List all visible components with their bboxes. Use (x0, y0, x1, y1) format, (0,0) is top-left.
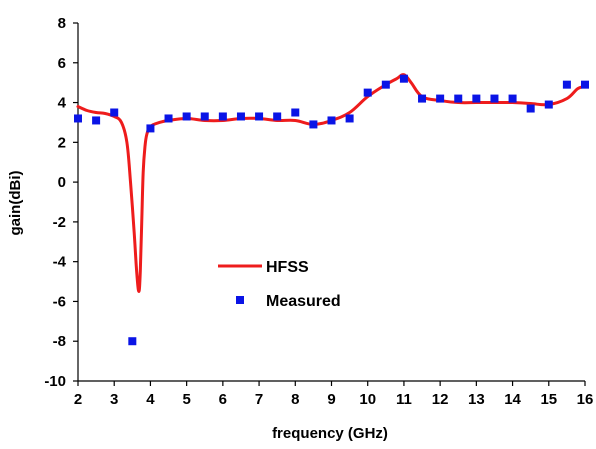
legend-measured-label: Measured (266, 293, 341, 310)
y-tick-label: -10 (44, 373, 66, 390)
measured-data-point (92, 116, 101, 125)
legend: HFSS Measured (218, 259, 341, 310)
measured-data-point (164, 114, 173, 123)
measured-data-point (200, 112, 209, 121)
axes-layer: -10 -8 -6 -4 -2 0 2 4 6 8 2 3 4 5 6 7 8 9 10 11 12 13 14 15 16 (44, 15, 593, 408)
x-tick-label: 5 (182, 391, 190, 408)
legend-hfss-label: HFSS (266, 259, 309, 276)
measured-data-point (418, 94, 427, 103)
measured-data-point (490, 94, 499, 103)
measured-data-point (436, 94, 445, 103)
measured-data-point (544, 100, 553, 109)
measured-data-point (581, 80, 589, 89)
measured-data-point (454, 94, 463, 103)
measured-data-point (363, 88, 372, 97)
y-tick-label: -6 (53, 293, 66, 310)
x-tick-label: 15 (540, 391, 557, 408)
measured-data-point (327, 116, 336, 125)
x-tick-label: 12 (432, 391, 449, 408)
hfss-series-line (76, 73, 587, 293)
x-tick-label: 2 (74, 391, 82, 408)
x-tick-label: 9 (327, 391, 335, 408)
x-axis-title: frequency (GHz) (272, 425, 388, 442)
x-tick-label: 10 (359, 391, 376, 408)
y-tick-label: -4 (53, 254, 67, 271)
measured-data-point (508, 94, 517, 103)
measured-data-point (291, 108, 300, 117)
x-tick-label: 13 (468, 391, 485, 408)
measured-data-point (345, 114, 354, 123)
y-tick-label: -2 (53, 214, 66, 231)
measured-data-point (74, 114, 82, 123)
y-tick-label: 0 (58, 174, 66, 191)
x-tick-label: 8 (291, 391, 299, 408)
measured-data-point (255, 112, 264, 121)
y-tick-label: 4 (58, 95, 67, 112)
y-tick-label: 2 (58, 134, 66, 151)
measured-data-point (399, 74, 408, 83)
x-tick-label: 16 (577, 391, 594, 408)
measured-data-point (472, 94, 481, 103)
x-tick-label: 6 (219, 391, 227, 408)
measured-data-point (526, 104, 535, 113)
x-tick-label: 3 (110, 391, 118, 408)
x-tick-label: 7 (255, 391, 263, 408)
measured-data-point (128, 337, 137, 346)
measured-data-point (218, 112, 227, 121)
series-layer (74, 73, 589, 346)
legend-measured-swatch (236, 296, 244, 304)
measured-data-point (273, 112, 282, 121)
measured-data-point (182, 112, 191, 121)
measured-data-point (236, 112, 245, 121)
y-axis-title: gain(dBi) (7, 171, 24, 236)
measured-data-point (381, 80, 390, 89)
measured-data-point (562, 80, 571, 89)
y-tick-label: 8 (58, 15, 66, 32)
x-tick-label: 14 (504, 391, 521, 408)
y-tick-label: 6 (58, 55, 66, 72)
measured-data-point (110, 108, 119, 117)
y-tick-label: -8 (53, 333, 66, 350)
x-tick-label: 11 (396, 391, 412, 408)
x-tick-label: 4 (146, 391, 155, 408)
measured-data-point (309, 120, 318, 129)
measured-data-point (146, 124, 155, 133)
